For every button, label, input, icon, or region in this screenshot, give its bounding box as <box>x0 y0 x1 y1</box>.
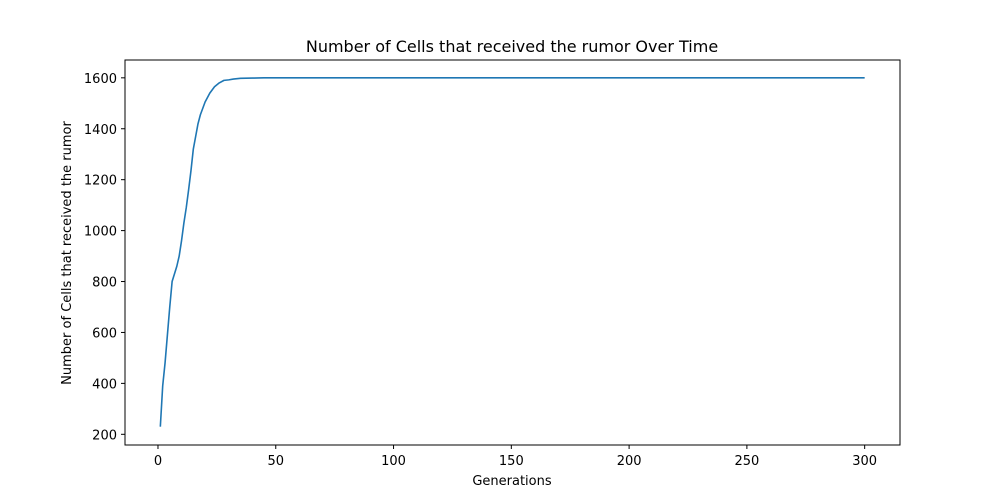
plot-frame <box>124 59 901 446</box>
x-tick-label: 50 <box>267 454 284 469</box>
y-tick-label: 1000 <box>84 225 117 240</box>
chart-title: Number of Cells that received the rumor … <box>306 37 718 56</box>
y-axis-label: Number of Cells that received the rumor <box>60 121 75 385</box>
y-tick-label: 1400 <box>84 123 117 138</box>
series-line <box>159 77 865 427</box>
x-tick-label: 100 <box>381 454 406 469</box>
y-tick-label: 1600 <box>84 72 117 87</box>
x-tick-label: 200 <box>617 454 642 469</box>
y-tick-label: 400 <box>92 377 117 392</box>
plot-area <box>159 77 865 427</box>
y-tick-label: 1200 <box>84 174 117 189</box>
y-tick-label: 800 <box>92 276 117 291</box>
y-tick-label: 600 <box>92 326 117 341</box>
y-axis: 200 400 600 800 1000 1200 1400 1600 <box>84 72 125 443</box>
y-tick-label: 200 <box>92 428 117 443</box>
x-axis-label: Generations <box>472 474 552 489</box>
x-tick-label: 150 <box>499 454 524 469</box>
x-tick-label: 0 <box>154 454 162 469</box>
x-tick-label: 250 <box>734 454 759 469</box>
x-tick-label: 300 <box>852 454 877 469</box>
x-axis: 0 50 100 150 200 250 300 <box>154 445 877 469</box>
